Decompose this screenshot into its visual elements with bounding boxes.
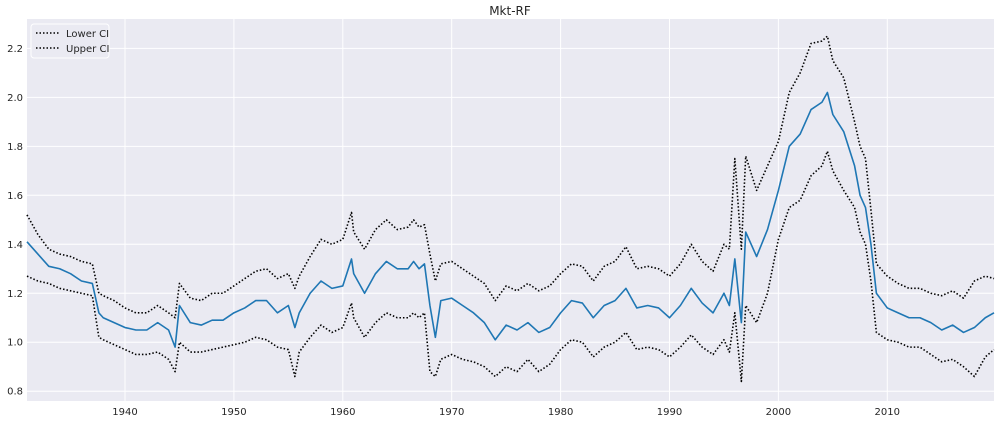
plot-area <box>27 19 994 401</box>
x-axis-ticks: 1940 1950 1960 1970 1980 1990 2000 2010 <box>112 407 900 418</box>
legend: Lower CI Upper CI <box>30 23 110 59</box>
y-tick-label: 2.0 <box>7 93 23 104</box>
y-tick-label: 2.2 <box>7 44 23 55</box>
x-tick-label: 2000 <box>766 407 791 418</box>
x-tick-label: 1950 <box>221 407 246 418</box>
x-tick-label: 1970 <box>439 407 464 418</box>
x-tick-label: 1990 <box>657 407 682 418</box>
y-tick-label: 1.6 <box>7 191 23 202</box>
x-tick-label: 1980 <box>548 407 573 418</box>
y-tick-label: 1.4 <box>7 240 23 251</box>
y-tick-label: 0.8 <box>7 387 23 398</box>
series-line-lower <box>26 150 995 383</box>
y-axis-ticks: 0.8 1.0 1.2 1.4 1.6 1.8 2.0 2.2 <box>7 44 23 398</box>
y-tick-label: 1.8 <box>7 142 23 153</box>
grid <box>27 19 994 401</box>
legend-label-upper-ci: Upper CI <box>66 44 109 55</box>
x-tick-label: 1960 <box>330 407 355 418</box>
series-line-estimate <box>26 91 995 348</box>
series-group <box>26 35 995 383</box>
x-tick-label: 2010 <box>875 407 900 418</box>
chart-title: Mkt-RF <box>489 4 531 18</box>
y-tick-label: 1.2 <box>7 289 23 300</box>
legend-label-lower-ci: Lower CI <box>66 29 109 40</box>
y-tick-label: 1.0 <box>7 338 23 349</box>
x-tick-label: 1940 <box>112 407 137 418</box>
